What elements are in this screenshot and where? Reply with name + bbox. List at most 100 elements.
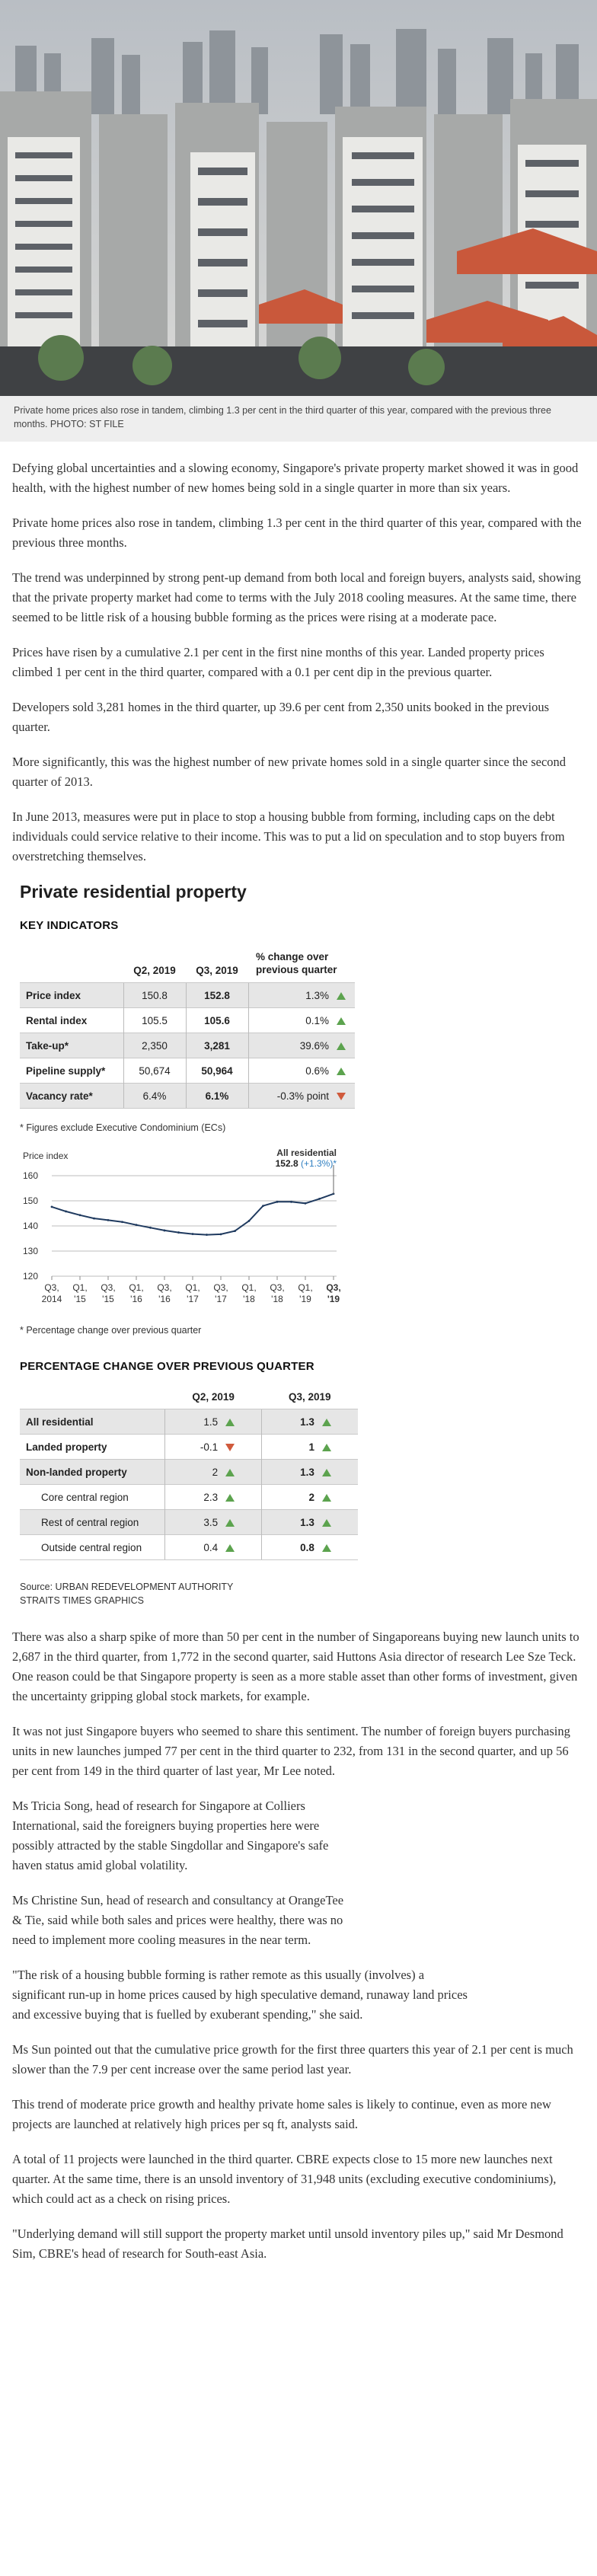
triangle-up-icon — [321, 1418, 331, 1426]
x-tick-label: Q1, — [298, 1282, 312, 1293]
q3-value-text: 3,281 — [204, 1039, 230, 1052]
paragraph: It was not just Singapore buyers who see… — [12, 1724, 570, 1778]
paragraph: "Underlying demand will still support th… — [12, 2226, 563, 2261]
indicator-name: Price index — [20, 982, 123, 1008]
q2-value: 6.4% — [123, 1083, 186, 1109]
change-value: 1.3% — [247, 982, 355, 1008]
q2-value-text: 50,674 — [139, 1065, 171, 1077]
q3-change-value: 2 — [308, 1491, 314, 1503]
region-name: Landed property — [20, 1434, 165, 1460]
data-point — [107, 1219, 110, 1221]
data-point — [93, 1217, 95, 1220]
paragraph: Private home prices also rose in tandem,… — [12, 516, 582, 550]
q3-value-text: 105.6 — [204, 1014, 230, 1026]
change-value: 0.6% — [247, 1058, 355, 1084]
y-tick-label: 130 — [23, 1246, 38, 1256]
indicator-name-text: Pipeline supply* — [26, 1065, 106, 1077]
q3-change-value: 0.8 — [300, 1541, 314, 1553]
key-indicators-heading: KEY INDICATORS — [20, 919, 119, 932]
q2-change-value: 2.3 — [203, 1491, 219, 1503]
triangle-up-icon — [321, 1493, 331, 1502]
series-line-all-residential — [51, 1192, 334, 1236]
x-tick-label: Q3, — [270, 1282, 284, 1293]
change-value-text: -0.3% point — [276, 1090, 329, 1102]
q2-change: 2 — [164, 1459, 262, 1485]
pct-change-table: Q2, 2019 Q3, 2019 All residential 1.5 1.3 L… — [20, 1384, 358, 1560]
x-tick-label: '16 — [130, 1294, 142, 1304]
data-point — [318, 1197, 321, 1200]
q2-change-value: -0.1 — [200, 1441, 219, 1453]
annotation-label: All residential — [276, 1148, 337, 1158]
triangle-up-icon — [321, 1468, 331, 1476]
table-row: Rental index 105.5 105.6 0.1% — [20, 1007, 355, 1033]
pct-change-body: All residential 1.5 1.3 Landed property -0.1… — [20, 1409, 358, 1560]
q3-value-text: 6.1% — [205, 1090, 229, 1102]
chart-footnote: * Percentage change over previous quarte… — [20, 1325, 202, 1336]
q2-change: 2.3 — [164, 1484, 262, 1510]
q2-change-value: 3.5 — [203, 1516, 219, 1528]
q2-value-text: 6.4% — [142, 1090, 167, 1102]
data-point — [163, 1229, 166, 1232]
city-skyline-image — [0, 0, 597, 396]
paragraph: Developers sold 3,281 homes in the third… — [12, 700, 550, 734]
indicator-name: Vacancy rate* — [20, 1083, 123, 1109]
indicator-name-text: Vacancy rate* — [26, 1090, 93, 1102]
q2-value: 105.5 — [123, 1007, 186, 1033]
q3-value-text: 50,964 — [201, 1065, 233, 1077]
q3-change-value: 1.3 — [300, 1466, 314, 1478]
paragraph: In June 2013, measures were put in place… — [12, 809, 565, 863]
q2-value: 50,674 — [123, 1058, 186, 1084]
paragraph: Prices have risen by a cumulative 2.1 pe… — [12, 645, 544, 679]
infographic: Private residential property KEY INDICAT… — [20, 882, 378, 1607]
table-row: Price index 150.8 152.8 1.3% — [20, 982, 355, 1008]
data-point — [262, 1205, 264, 1207]
source-line: Source: URBAN REDEVELOPMENT AUTHORITY — [20, 1582, 234, 1592]
column-header — [20, 943, 123, 983]
region-name: Rest of central region — [20, 1509, 165, 1535]
triangle-down-icon — [337, 1092, 346, 1100]
indicator-name-text: Price index — [26, 989, 81, 1001]
x-tick-label: '18 — [271, 1294, 283, 1304]
data-point — [304, 1202, 307, 1205]
table-row: Take-up* 2,350 3,281 39.6% — [20, 1033, 355, 1058]
change-value: -0.3% point — [247, 1083, 355, 1109]
triangle-up-icon — [337, 1042, 346, 1050]
q2-value-text: 105.5 — [142, 1014, 168, 1026]
q3-change: 1 — [260, 1434, 358, 1460]
key-indicators-table: Q2, 2019 Q3, 2019 % change over previous… — [20, 943, 355, 1109]
column-header: Q3, 2019 — [288, 1391, 331, 1403]
q2-change: -0.1 — [164, 1434, 262, 1460]
data-point — [191, 1233, 194, 1235]
q2-value-text: 150.8 — [142, 989, 168, 1001]
q3-change: 1.3 — [260, 1409, 358, 1435]
article-body: Defying global uncertainties and a slowi… — [0, 442, 597, 2264]
y-tick-label: 150 — [23, 1195, 38, 1206]
indicator-name: Pipeline supply* — [20, 1058, 123, 1084]
x-tick-label: '19 — [299, 1294, 311, 1304]
q2-change-value: 1.5 — [203, 1416, 219, 1428]
paragraph: Defying global uncertainties and a slowi… — [12, 461, 579, 495]
region-name: Core central region — [20, 1484, 165, 1510]
x-tick-label: '15 — [74, 1294, 86, 1304]
table-row: Pipeline supply* 50,674 50,964 0.6% — [20, 1058, 355, 1084]
q3-change: 1.3 — [260, 1509, 358, 1535]
table-row: All residential 1.5 1.3 — [20, 1409, 358, 1435]
q3-change-value: 1.3 — [300, 1516, 314, 1528]
x-tick-label: Q3, — [326, 1282, 340, 1293]
paragraph: Ms Christine Sun, head of research and c… — [12, 1893, 344, 1947]
data-point — [247, 1220, 251, 1222]
x-tick-label: Q1, — [72, 1282, 87, 1293]
table-row: Rest of central region 3.5 1.3 — [20, 1509, 358, 1535]
table-row: Landed property -0.1 1 — [20, 1434, 358, 1460]
paragraph: More significantly, this was the highest… — [12, 755, 567, 789]
data-point — [121, 1221, 123, 1224]
q3-change: 0.8 — [260, 1534, 358, 1560]
paragraph: There was also a sharp spike of more tha… — [12, 1630, 579, 1703]
region-name: All residential — [20, 1409, 165, 1435]
column-header: Q3, 2019 — [196, 965, 238, 976]
graphics-credit: STRAITS TIMES GRAPHICS — [20, 1595, 144, 1606]
data-point — [332, 1192, 335, 1195]
table-row: Core central region 2.3 2 — [20, 1484, 358, 1510]
q3-value: 50,964 — [185, 1058, 248, 1084]
q2-change: 1.5 — [164, 1409, 262, 1435]
